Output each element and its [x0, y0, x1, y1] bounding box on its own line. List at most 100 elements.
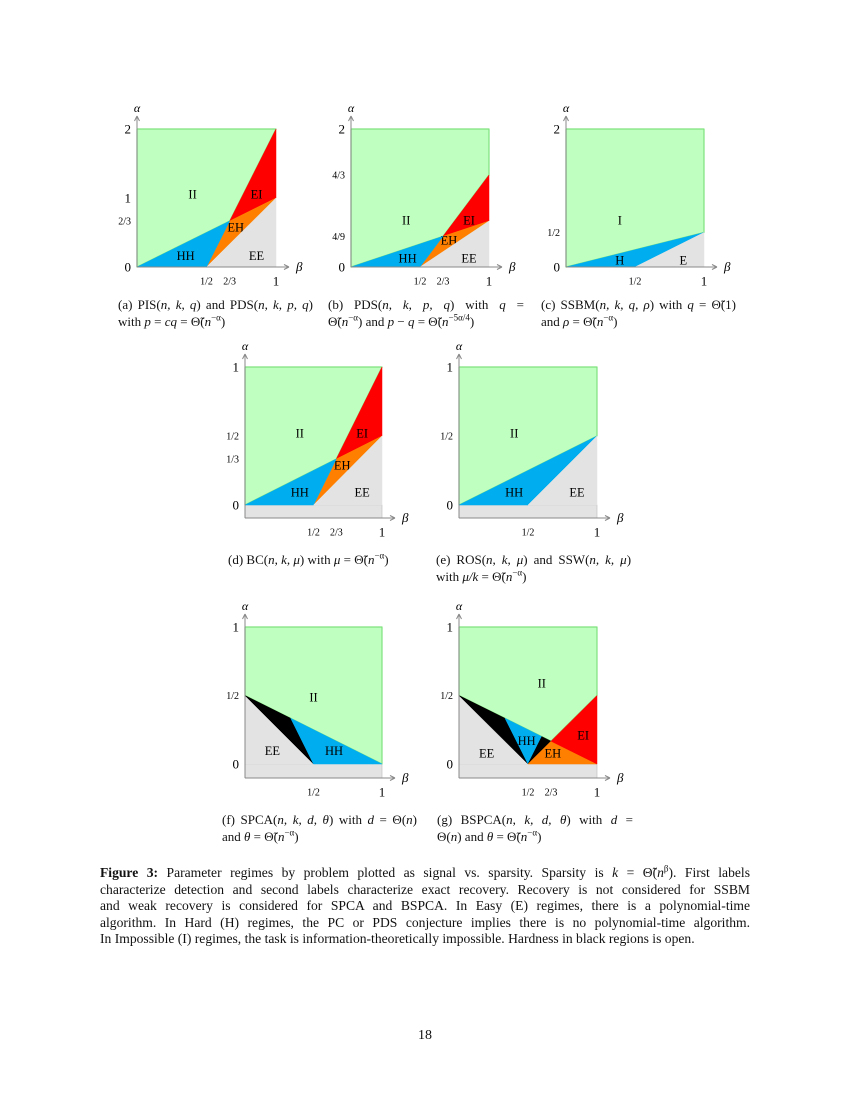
caption-text: n, k, q, ρ: [599, 297, 650, 312]
caption-text: Parameter regimes by problem plotted as …: [158, 865, 613, 880]
y-axis-arrow-icon: [242, 613, 248, 620]
x-tick-label: 2/3: [437, 277, 450, 288]
x-axis-label: β: [508, 259, 516, 274]
y-axis-label: α: [563, 101, 570, 115]
x-tick-label: 1: [486, 274, 493, 289]
region-label-EH: EH: [227, 220, 244, 234]
caption-text: ): [384, 552, 389, 567]
gray-band: [244, 763, 383, 779]
caption-text: −α: [603, 312, 614, 323]
region-label-EE: EE: [265, 744, 281, 758]
caption-text: n, k, p, q: [382, 297, 450, 312]
panel-e: II HH EE β α 0 1/2 1 1/2 1: [440, 339, 624, 540]
x-tick-label: 1/2: [200, 277, 213, 288]
x-tick-label: 1/2: [629, 277, 642, 288]
y-tick-label: 1: [447, 620, 454, 635]
panel-a: II EI EH HH EE β α 0 2/3 1 2 1/2 2/3 1: [118, 101, 303, 289]
caption-text: n: [204, 313, 212, 329]
region-label-II: II: [402, 214, 410, 228]
caption-text: n, k, q: [160, 297, 197, 312]
region-EE: [313, 435, 383, 506]
y-axis-label: α: [456, 339, 463, 353]
region-label-H: H: [615, 254, 624, 268]
caption-text: p: [144, 313, 151, 329]
caption-line: (d) BC(n, k, μ) with μ = Θ̃(n−α): [228, 550, 423, 569]
caption-text: ): [294, 828, 299, 844]
page-number: 18: [418, 1028, 432, 1043]
y-tick-label: 1/2: [440, 432, 453, 443]
region-label-EE: EE: [479, 747, 495, 761]
region-label-HH: HH: [325, 744, 343, 758]
caption-text: Θ(: [437, 828, 451, 844]
y-tick-label: 4/3: [332, 171, 345, 182]
panel-f: II EE HH β α 0 1/2 1 1/2 1: [226, 599, 409, 800]
y-tick-label: 1: [233, 360, 240, 375]
gray-band: [458, 763, 598, 779]
subcaption-g: (g) BSPCA(n, k, d, θ) with d = Θ(n) and θ…: [437, 812, 633, 845]
caption-text: p: [387, 313, 395, 329]
caption-text: Θ̃(: [328, 313, 342, 329]
region-label-II: II: [510, 427, 518, 441]
caption-text: characterize detection and second labels…: [100, 881, 750, 897]
y-tick-label: 2: [554, 122, 561, 137]
caption-text: n: [657, 865, 664, 880]
y-tick-label: 1/2: [226, 691, 239, 702]
x-axis-label: β: [616, 770, 624, 785]
region-label-E: E: [679, 254, 687, 268]
figure-caption: Figure 3: Parameter regimes by problem p…: [100, 864, 750, 948]
subcaption-b: (b) PDS(n, k, p, q) with q = Θ̃(n−α) and …: [328, 297, 524, 330]
gray-band: [244, 504, 383, 519]
caption-text: = Θ̃(: [493, 828, 521, 844]
caption-text: = Θ̃(: [250, 828, 278, 844]
y-axis-label: α: [242, 339, 249, 353]
subcaption-a: (a) PIS(n, k, q) and PDS(n, k, p, q) with…: [118, 297, 313, 330]
caption-text: = Θ̃(: [569, 313, 597, 329]
x-tick-label: 1/2: [414, 277, 427, 288]
caption-text: with: [436, 568, 463, 584]
caption-text: with: [118, 313, 145, 329]
caption-text: k: [612, 865, 619, 880]
y-tick-label: 0: [233, 757, 240, 772]
caption-line: algorithm. In Hard (H) regimes, the PC o…: [100, 915, 750, 932]
caption-text: −α: [374, 550, 385, 561]
x-tick-label: 1/2: [522, 528, 535, 539]
caption-text: (d) BC(: [228, 552, 269, 567]
y-axis-arrow-icon: [242, 353, 248, 360]
y-tick-label: 1/2: [547, 228, 560, 239]
x-tick-label: 1: [379, 525, 386, 540]
caption-text: n, k, μ: [589, 552, 627, 567]
region-label-EE: EE: [569, 486, 585, 500]
x-axis-arrow-icon: [496, 264, 503, 270]
region-label-HH: HH: [518, 734, 536, 748]
y-tick-label: 2: [125, 122, 132, 137]
caption-text: (f) SPCA(: [222, 812, 278, 827]
x-tick-label: 1/2: [307, 788, 320, 799]
y-tick-label: 4/9: [332, 232, 345, 243]
caption-text: (e) ROS(: [436, 552, 487, 567]
y-tick-label: 0: [233, 498, 240, 513]
region-label-EE: EE: [249, 249, 265, 263]
caption-text: μ/k: [462, 568, 479, 584]
y-tick-label: 1/2: [440, 691, 453, 702]
x-axis-label: β: [723, 259, 731, 274]
caption-text: −5α/4: [448, 312, 470, 323]
caption-text: = Θ̃(: [478, 568, 506, 584]
caption-text: d: [610, 812, 618, 827]
region-label-II: II: [188, 187, 196, 201]
caption-text: Figure 3:: [100, 865, 159, 880]
caption-line: with μ/k = Θ̃(n−α): [436, 568, 631, 586]
caption-line: and θ = Θ̃(n−α): [222, 828, 417, 846]
caption-text: ) with: [328, 812, 368, 827]
region-EE: [527, 435, 598, 506]
x-tick-label: 1: [379, 785, 386, 800]
y-axis-arrow-icon: [134, 115, 140, 122]
caption-line: Θ̃(n−α) and p − q = Θ̃(n−5α/4): [328, 312, 524, 331]
caption-text: −α: [211, 312, 221, 323]
caption-text: ): [469, 313, 475, 329]
caption-text: = Θ̃(1): [693, 297, 737, 312]
caption-text: n, k, μ: [486, 552, 524, 567]
caption-text: ) and: [457, 828, 487, 844]
caption-text: = Θ̃(: [177, 313, 205, 329]
